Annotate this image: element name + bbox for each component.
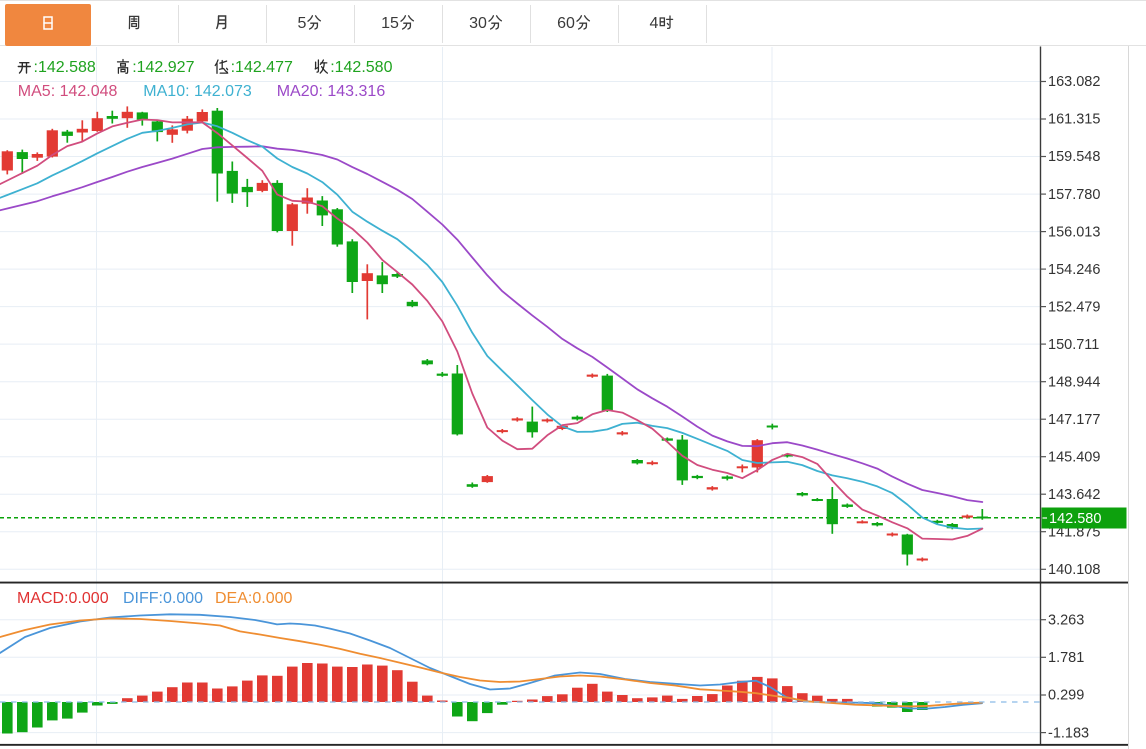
svg-text::142.477: :142.477: [231, 59, 293, 76]
svg-text:0.299: 0.299: [1048, 688, 1084, 704]
svg-text:143.642: 143.642: [1048, 487, 1100, 503]
svg-text:142.580: 142.580: [1049, 511, 1101, 527]
svg-text:-1.183: -1.183: [1048, 725, 1089, 741]
svg-text:DIFF:0.000: DIFF:0.000: [123, 590, 203, 607]
svg-text::142.580: :142.580: [330, 59, 392, 76]
svg-text:MA5: 142.048: MA5: 142.048: [18, 83, 118, 100]
svg-text:157.780: 157.780: [1048, 187, 1100, 203]
svg-text:159.548: 159.548: [1048, 149, 1100, 165]
svg-text:147.177: 147.177: [1048, 412, 1100, 428]
svg-text:152.479: 152.479: [1048, 299, 1100, 315]
svg-text:148.944: 148.944: [1048, 374, 1100, 390]
svg-text:MACD:0.000: MACD:0.000: [17, 590, 109, 607]
svg-text::142.927: :142.927: [132, 59, 194, 76]
svg-text:MA20: 143.316: MA20: 143.316: [277, 83, 386, 100]
svg-text:145.409: 145.409: [1048, 449, 1100, 465]
svg-text:DEA:0.000: DEA:0.000: [215, 590, 292, 607]
svg-text:3.263: 3.263: [1048, 612, 1084, 628]
svg-text:154.246: 154.246: [1048, 262, 1100, 278]
svg-text:163.082: 163.082: [1048, 74, 1100, 90]
svg-text:161.315: 161.315: [1048, 112, 1100, 128]
svg-text:MA10: 142.073: MA10: 142.073: [143, 83, 252, 100]
svg-text::142.588: :142.588: [34, 59, 96, 76]
svg-text:140.108: 140.108: [1048, 562, 1100, 578]
svg-text:150.711: 150.711: [1048, 337, 1099, 353]
svg-text:156.013: 156.013: [1048, 224, 1100, 240]
svg-text:1.781: 1.781: [1048, 650, 1084, 666]
